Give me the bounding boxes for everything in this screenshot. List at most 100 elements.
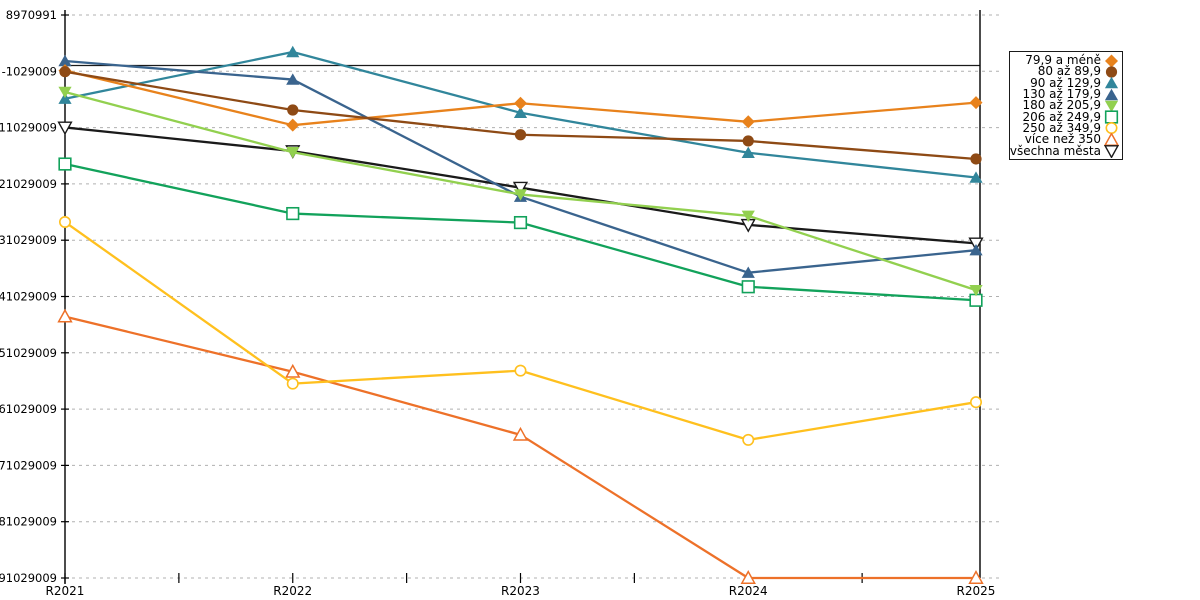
legend-item: všechna města [1009, 143, 1119, 159]
y-axis-tick-label: -81029009 [0, 515, 57, 529]
data-point-marker [59, 66, 71, 78]
series-line [64, 59, 977, 274]
legend: 79,9 a méně 80 až 89,9 90 až 129,9 130 až 1… [1009, 51, 1123, 160]
data-point-marker [58, 92, 72, 104]
data-point-marker [1104, 77, 1119, 89]
series-8 [57, 308, 984, 584]
data-point-marker [513, 215, 528, 230]
legend-item-label: 250 až 349,9 [1022, 120, 1101, 135]
legend-item-label: 130 až 179,9 [1022, 87, 1101, 102]
legend-item-label: 180 až 205,9 [1022, 98, 1101, 113]
series-7 [58, 216, 982, 446]
data-point-marker [1104, 88, 1119, 100]
data-point-marker [742, 433, 755, 446]
y-axis-tick-label: -11029009 [0, 121, 57, 135]
data-point-marker [741, 146, 755, 158]
series-4 [58, 54, 983, 278]
data-point-marker [285, 363, 301, 378]
series-2 [59, 66, 982, 165]
data-point-marker [1105, 54, 1118, 68]
y-axis-tick-label: -61029009 [0, 402, 57, 416]
data-point-marker [741, 280, 755, 294]
data-point-marker [969, 171, 983, 183]
x-axis-tick-label: R2025 [957, 584, 996, 598]
legend-item: 80 až 89,9 [1012, 64, 1119, 79]
data-point-marker [512, 426, 529, 441]
triangle-up-legend-icon [1104, 77, 1119, 89]
x-axis-tick-label: R2022 [273, 584, 312, 598]
y-axis-tick-label: -21029009 [0, 177, 57, 191]
y-axis-tick-label: -41029009 [0, 290, 57, 304]
data-point-marker [968, 570, 984, 584]
circle-legend-icon [1105, 66, 1118, 78]
y-axis-tick-label: -91029009 [0, 571, 57, 585]
data-point-marker [513, 106, 528, 118]
y-axis-tick-label: -1029009 [2, 64, 57, 78]
series-5 [58, 86, 983, 297]
data-point-marker [1104, 100, 1119, 113]
legend-item: 130 až 179,9 [1012, 87, 1119, 102]
triangle-up-legend-icon [1104, 88, 1119, 100]
data-point-marker [1104, 145, 1119, 159]
legend-item-label: 90 až 129,9 [1030, 75, 1101, 90]
legend-item-label: více než 350 [1024, 132, 1101, 147]
data-point-marker [514, 364, 527, 377]
data-point-marker [58, 157, 72, 171]
y-axis-tick-label: -51029009 [0, 346, 57, 360]
data-point-marker [969, 243, 983, 256]
data-point-marker [513, 189, 528, 201]
legend-item: 250 až 349,9 [1012, 120, 1119, 135]
data-point-marker [514, 96, 527, 110]
x-axis-tick-label: R2021 [46, 584, 85, 598]
data-point-marker [57, 121, 73, 136]
triangle-down-legend-icon [1104, 100, 1119, 113]
data-point-marker [286, 118, 300, 132]
data-point-marker [1105, 66, 1118, 78]
data-point-marker [1104, 132, 1119, 146]
y-axis-tick-label: -31029009 [0, 233, 57, 247]
x-axis-tick-label: R2023 [501, 584, 540, 598]
data-point-marker [286, 147, 300, 159]
data-point-marker [287, 104, 299, 116]
data-point-marker [740, 570, 756, 584]
data-point-marker [969, 96, 983, 110]
data-point-marker [58, 86, 72, 99]
data-point-marker [286, 73, 300, 85]
series-9 [57, 121, 984, 252]
series-1 [58, 64, 983, 132]
legend-item: 79,9 a méně [1012, 53, 1119, 68]
data-point-marker [58, 216, 71, 229]
legend-item-label: 79,9 a méně [1025, 53, 1101, 68]
legend-item-label: 80 až 89,9 [1037, 64, 1101, 79]
diamond-legend-icon [1105, 54, 1118, 68]
series-line [64, 315, 976, 580]
y-axis-tick-label: 8970991 [6, 8, 57, 22]
series-6 [58, 157, 983, 307]
data-point-marker [741, 115, 755, 129]
data-point-marker [741, 210, 755, 223]
data-point-marker [969, 396, 982, 409]
data-point-marker [286, 377, 299, 390]
data-point-marker [286, 206, 300, 221]
legend-item-label: všechna města [1009, 143, 1101, 158]
data-point-marker [742, 135, 754, 147]
data-point-marker [58, 54, 72, 67]
data-point-marker [970, 153, 982, 165]
data-point-marker [969, 284, 983, 297]
data-point-marker [286, 45, 300, 58]
data-point-marker [57, 308, 73, 323]
data-point-marker [514, 129, 527, 141]
triangle-up-open-legend-icon [1104, 132, 1119, 146]
x-axis-tick-label: R2024 [729, 584, 768, 598]
data-point-marker [741, 266, 755, 278]
legend-item: 180 až 205,9 [1012, 98, 1119, 113]
legend-item-label: 206 až 249,9 [1022, 109, 1101, 124]
legend-item: 90 až 129,9 [1012, 75, 1119, 90]
series-line [64, 221, 977, 442]
legend-item: více než 350 [1012, 132, 1119, 147]
data-point-marker [512, 181, 529, 196]
series-3 [58, 45, 983, 183]
triangle-down-open-legend-icon [1104, 145, 1119, 159]
